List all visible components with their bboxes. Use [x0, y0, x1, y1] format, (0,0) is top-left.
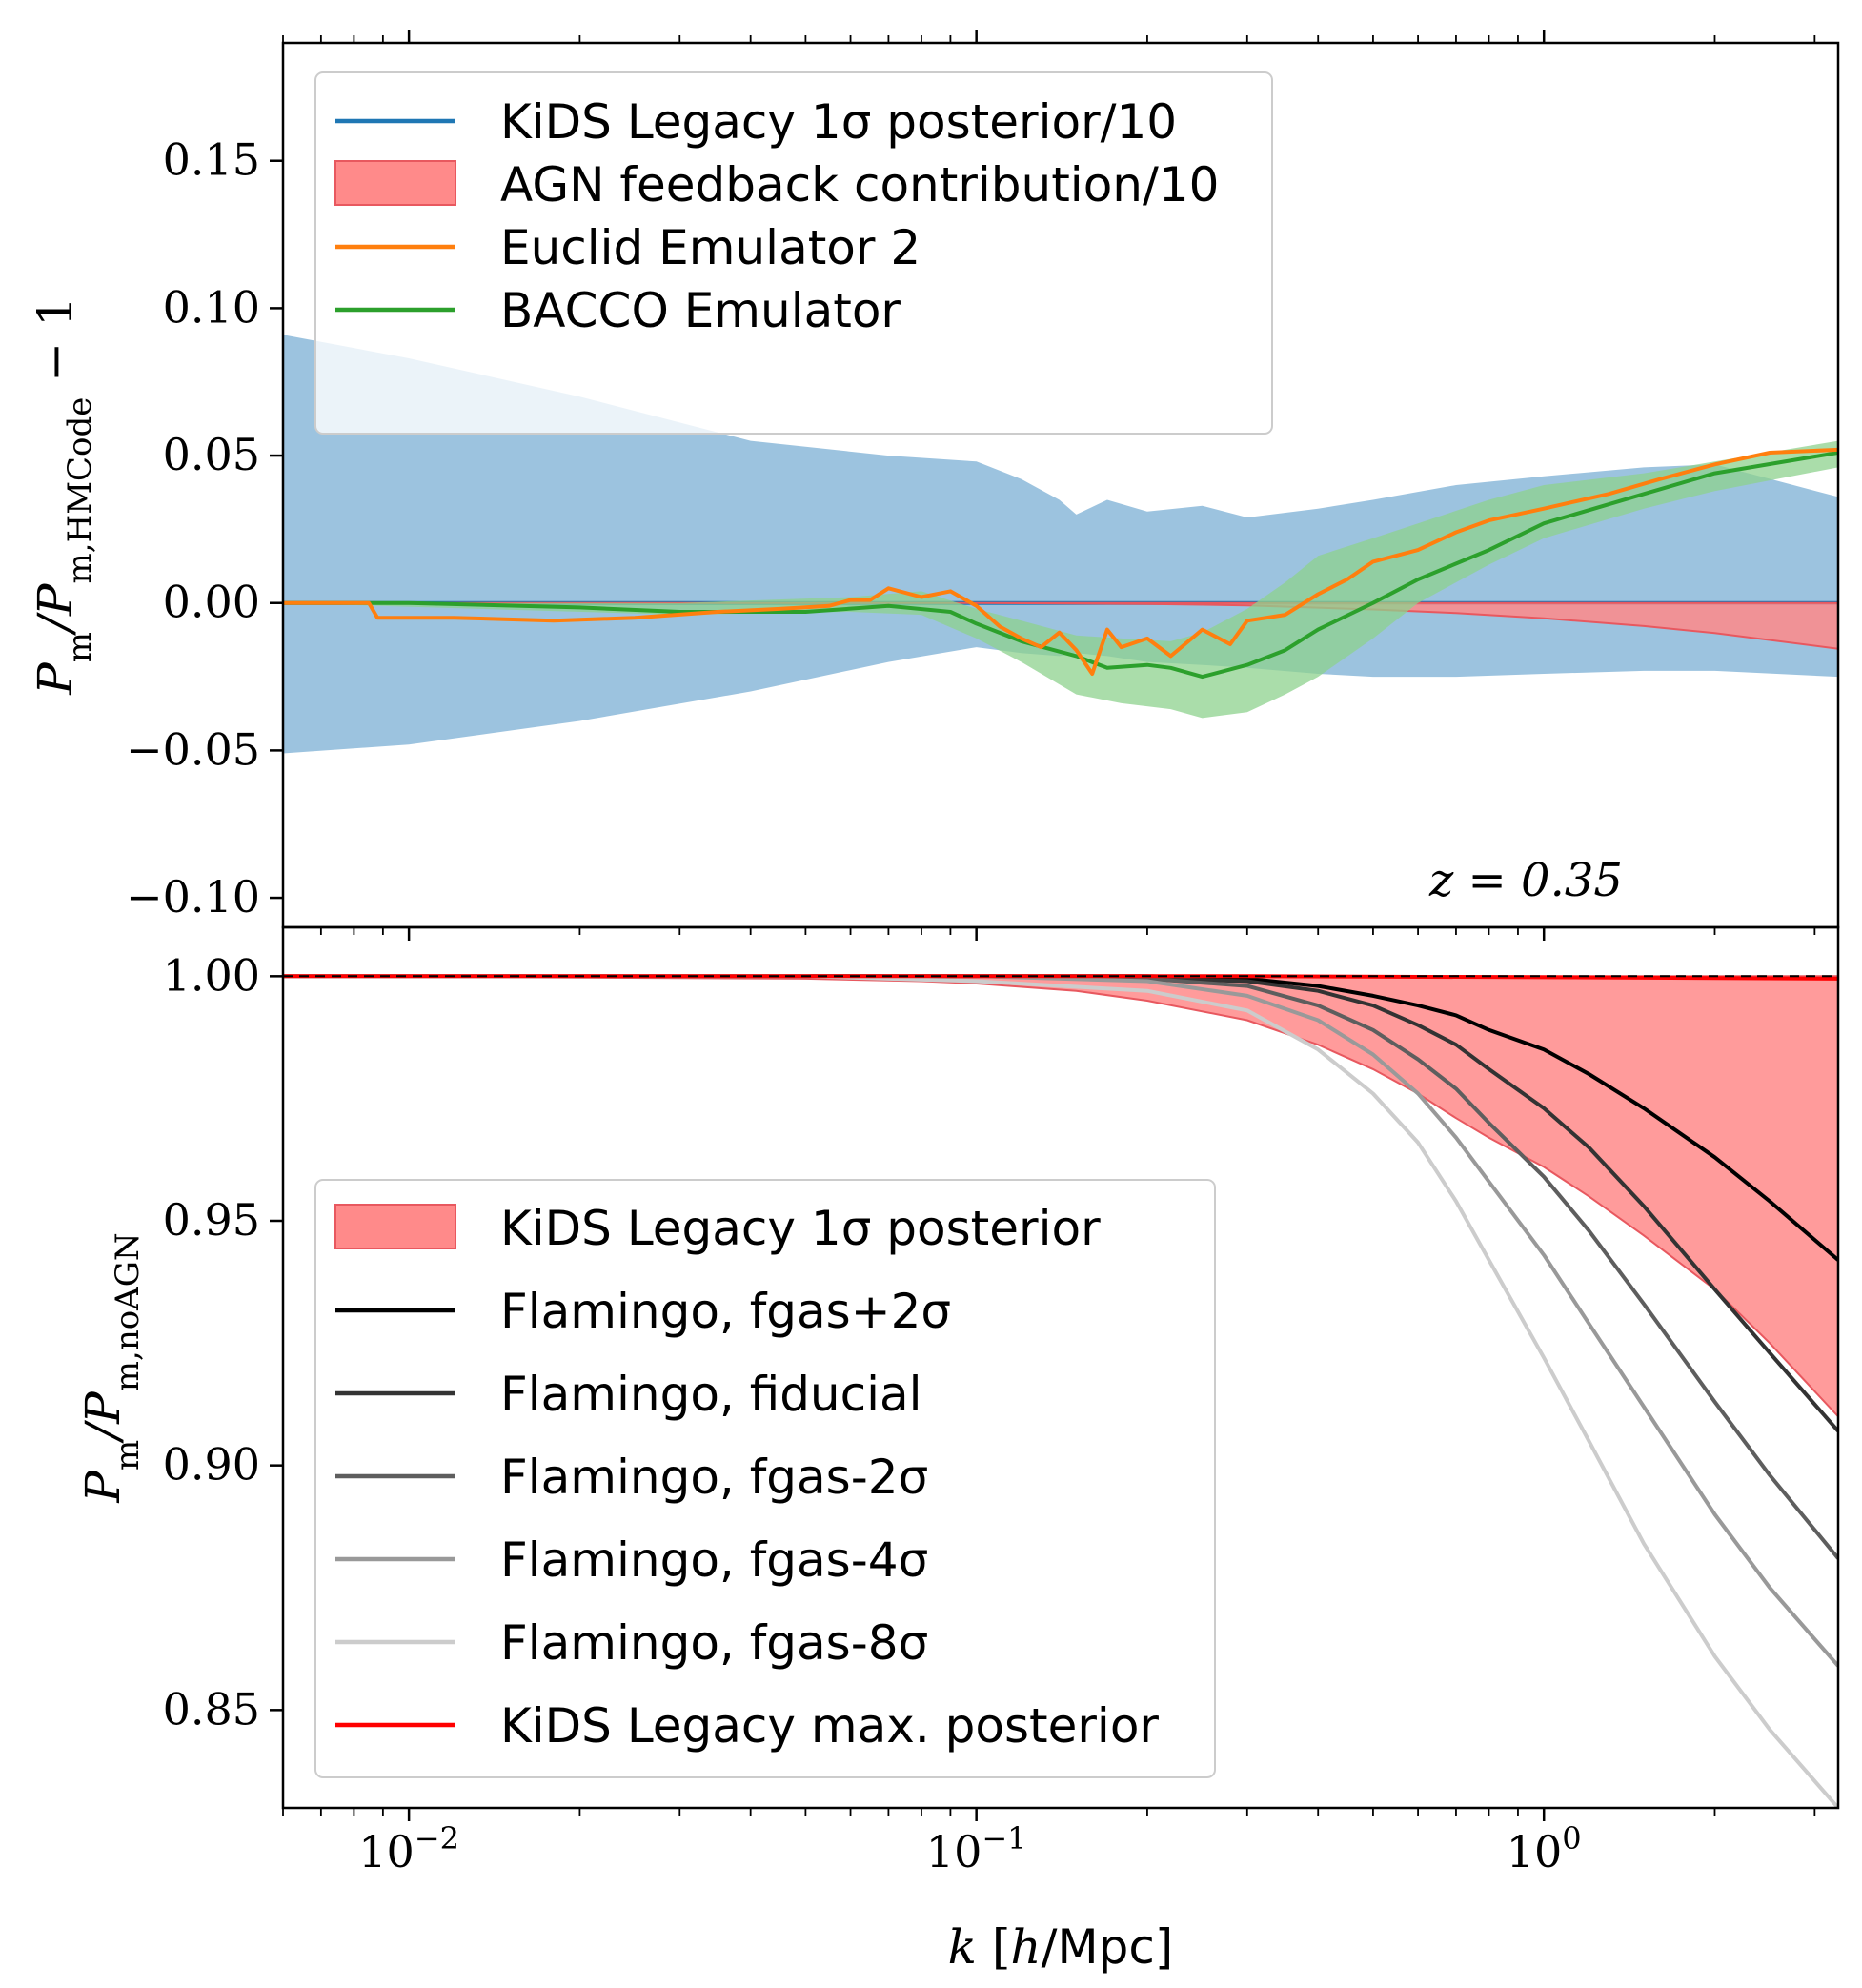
bottom-ytick-label: 0.95 [163, 1194, 260, 1246]
top-ticks: 0.15 0.10 0.05 0.00 −0.05 −0.10 [126, 30, 1816, 941]
top-panel: 0.15 0.10 0.05 0.00 −0.05 −0.10 z = 0.35 Pm/P… [28, 30, 1840, 941]
xtick-label: 100 [1507, 1820, 1582, 1877]
top-band-bacco-emulator-band [283, 440, 1838, 719]
legend-label-flamingo-fiducial: Flamingo, fiducial [500, 1367, 922, 1422]
top-line-bacco-emulator [283, 451, 1838, 680]
top-legend: KiDS Legacy 1σ posterior/10 AGN feedback … [314, 71, 1273, 435]
top-ytick-label: −0.10 [126, 871, 260, 923]
legend-label-euclid-emulator-2: Euclid Emulator 2 [500, 220, 921, 275]
top-legend-box [314, 71, 1273, 435]
top-ytick-label: 0.05 [163, 429, 260, 480]
bottom-line-kids-legacy-max-posterior [283, 974, 1838, 981]
legend-swatch-kids-legacy-1sigma-posterior [334, 1204, 456, 1249]
legend-label-flamingo-fgas-2sigma: Flamingo, fgas-2σ [500, 1450, 928, 1505]
top-ytick-label: −0.05 [126, 723, 260, 775]
legend-swatch-agn-feedback-contribution-10 [334, 160, 456, 206]
legend-label-flamingo-fgas-8sigma: Flamingo, fgas-8σ [500, 1615, 928, 1671]
bottom-ticks: 1.00 0.95 0.90 0.85 10−2 10−1 100 [163, 949, 1816, 1877]
top-ytick-label: 0.15 [163, 134, 260, 186]
legend-label-kids-legacy-max-posterior: KiDS Legacy max. posterior [500, 1698, 1159, 1754]
legend-label-bacco-emulator: BACCO Emulator [500, 283, 901, 338]
bottom-legend-box [314, 1179, 1216, 1778]
bottom-ytick-label: 1.00 [163, 949, 260, 1001]
top-annotation: z = 0.35 [1428, 854, 1623, 907]
top-ytick-label: 0.00 [163, 577, 260, 628]
legend-label-kids-legacy-1sigma-posterior: KiDS Legacy 1σ posterior [500, 1201, 1101, 1256]
bottom-legend-items: KiDS Legacy 1σ posterior Flamingo, fgas+2… [334, 1201, 1159, 1754]
bottom-ytick-label: 0.85 [163, 1683, 260, 1734]
bottom-plot-area [283, 974, 1838, 1808]
x-axis-label: k [h/Mpc] [948, 1919, 1174, 1975]
bottom-line-flamingo-fgas-8sigma [283, 974, 1838, 1808]
bottom-ylabel: Pm/Pm,noAGN [75, 1232, 147, 1503]
top-band-kids-legacy-1sigma-posterior-10-band [283, 335, 1838, 754]
bottom-ytick-label: 0.90 [163, 1439, 260, 1491]
bottom-legend: KiDS Legacy 1σ posterior Flamingo, fgas+2… [314, 1179, 1216, 1778]
top-legend-items: KiDS Legacy 1σ posterior/10 AGN feedback … [334, 94, 1219, 338]
xtick-label: 10−2 [358, 1820, 459, 1877]
top-plot-area [283, 335, 1838, 754]
legend-label-kids-legacy-1sigma-posterior-10: KiDS Legacy 1σ posterior/10 [500, 94, 1177, 150]
bottom-axes-frame [281, 925, 1840, 1810]
legend-label-flamingo-fgas-4sigma: Flamingo, fgas-4σ [500, 1532, 928, 1588]
top-ytick-label: 0.10 [163, 281, 260, 333]
xtick-label: 10−1 [926, 1820, 1027, 1877]
bottom-line-flamingo-fgas-2sigma [283, 974, 1838, 1560]
legend-label-flamingo-fgasplus2sigma: Flamingo, fgas+2σ [500, 1284, 951, 1339]
top-ylabel: Pm/Pm,HMCode − 1 [28, 296, 99, 696]
bottom-line-flamingo-fgas-4sigma [283, 974, 1838, 1668]
top-line-euclid-emulator-2 [283, 447, 1838, 676]
legend-label-agn-feedback-contribution-10: AGN feedback contribution/10 [500, 157, 1219, 213]
